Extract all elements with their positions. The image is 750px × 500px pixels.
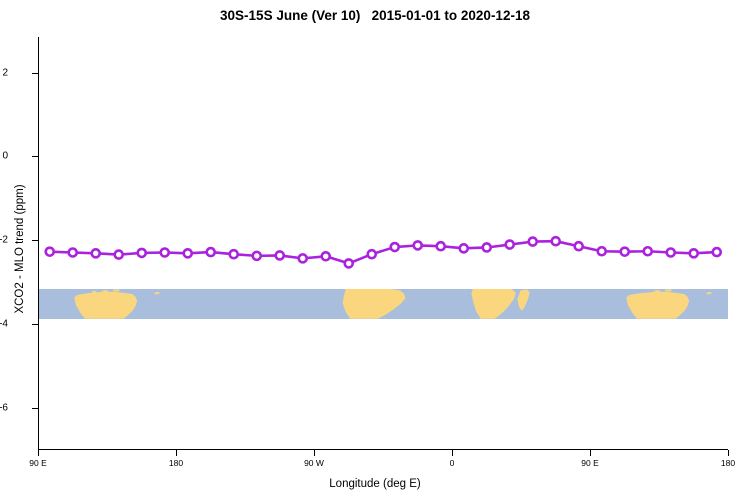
landmass-shape: [626, 292, 690, 320]
series-data-point: [550, 235, 562, 247]
landmass-shape: [706, 292, 713, 295]
y-tick-label: -6: [0, 402, 8, 414]
y-tick-mark: [32, 324, 38, 326]
landmass-shape: [517, 289, 530, 312]
series-data-point: [458, 243, 470, 254]
series-data-point: [343, 258, 355, 269]
x-tick-label: 90 E: [581, 458, 599, 468]
series-data-point: [504, 239, 516, 250]
x-tick-label: 0: [449, 458, 455, 468]
y-tick-mark: [32, 72, 38, 74]
landmass-shape: [91, 291, 98, 294]
series-data-point: [182, 248, 194, 259]
landmass-shape: [664, 289, 673, 292]
landmass-shape: [100, 290, 110, 293]
y-tick-label: -4: [0, 318, 8, 330]
series-data-point: [573, 240, 585, 252]
landmass-shape: [154, 292, 161, 295]
series-data-point: [44, 246, 56, 257]
landmass-shape: [74, 292, 138, 320]
x-tick-label: 180: [720, 458, 736, 468]
data-series-line: [44, 235, 723, 269]
series-data-point: [274, 250, 286, 261]
y-tick-mark: [32, 240, 38, 242]
series-data-point: [412, 240, 424, 251]
x-tick-label: 90 E: [29, 458, 47, 468]
landmass-shape: [342, 289, 406, 320]
series-data-point: [297, 253, 309, 264]
x-tick-label: 180: [168, 458, 184, 468]
y-tick-mark: [32, 408, 38, 410]
x-tick-mark: [728, 450, 729, 456]
x-tick-mark: [176, 450, 177, 456]
landmass-shapes: [74, 289, 713, 320]
series-data-point: [228, 248, 240, 260]
series-data-point: [113, 249, 125, 260]
land-ocean-map-band: [39, 289, 728, 320]
series-data-point: [481, 242, 493, 253]
series-data-point: [619, 246, 631, 257]
series-data-point: [642, 245, 654, 257]
y-tick-label: 0: [2, 150, 8, 162]
series-data-point: [665, 247, 677, 258]
landmass-shape: [471, 289, 516, 320]
landmass-shape: [112, 289, 121, 292]
series-data-point: [205, 246, 217, 258]
series-data-point: [711, 246, 723, 258]
y-axis-label: XCO2 - MLO trend (ppm): [14, 184, 26, 314]
series-data-point: [159, 247, 171, 258]
y-tick-label: -2: [0, 234, 8, 246]
series-data-point: [527, 236, 539, 247]
landmass-shape: [652, 290, 662, 293]
series-data-point: [67, 247, 79, 258]
x-tick-label: 90 W: [304, 458, 324, 468]
x-axis-label: Longitude (deg E): [329, 478, 421, 490]
series-polyline: [48, 239, 719, 265]
x-tick-mark: [314, 450, 315, 456]
series-data-point: [90, 248, 102, 259]
x-tick-mark: [452, 450, 453, 456]
series-data-point: [596, 245, 608, 257]
plot-area: [38, 37, 728, 450]
x-tick-mark: [38, 450, 39, 456]
series-data-point: [435, 240, 447, 252]
series-data-point: [688, 248, 700, 259]
y-tick-label: 2: [2, 67, 8, 79]
series-data-point: [366, 248, 378, 260]
chart-title: 30S-15S June (Ver 10) 2015-01-01 to 2020…: [220, 8, 530, 23]
x-tick-mark: [590, 450, 591, 456]
series-data-point: [251, 250, 263, 262]
series-data-point: [389, 241, 401, 253]
series-data-point: [320, 250, 332, 262]
plot-inner: [39, 37, 728, 449]
y-tick-mark: [32, 156, 38, 158]
series-data-point: [136, 247, 148, 259]
